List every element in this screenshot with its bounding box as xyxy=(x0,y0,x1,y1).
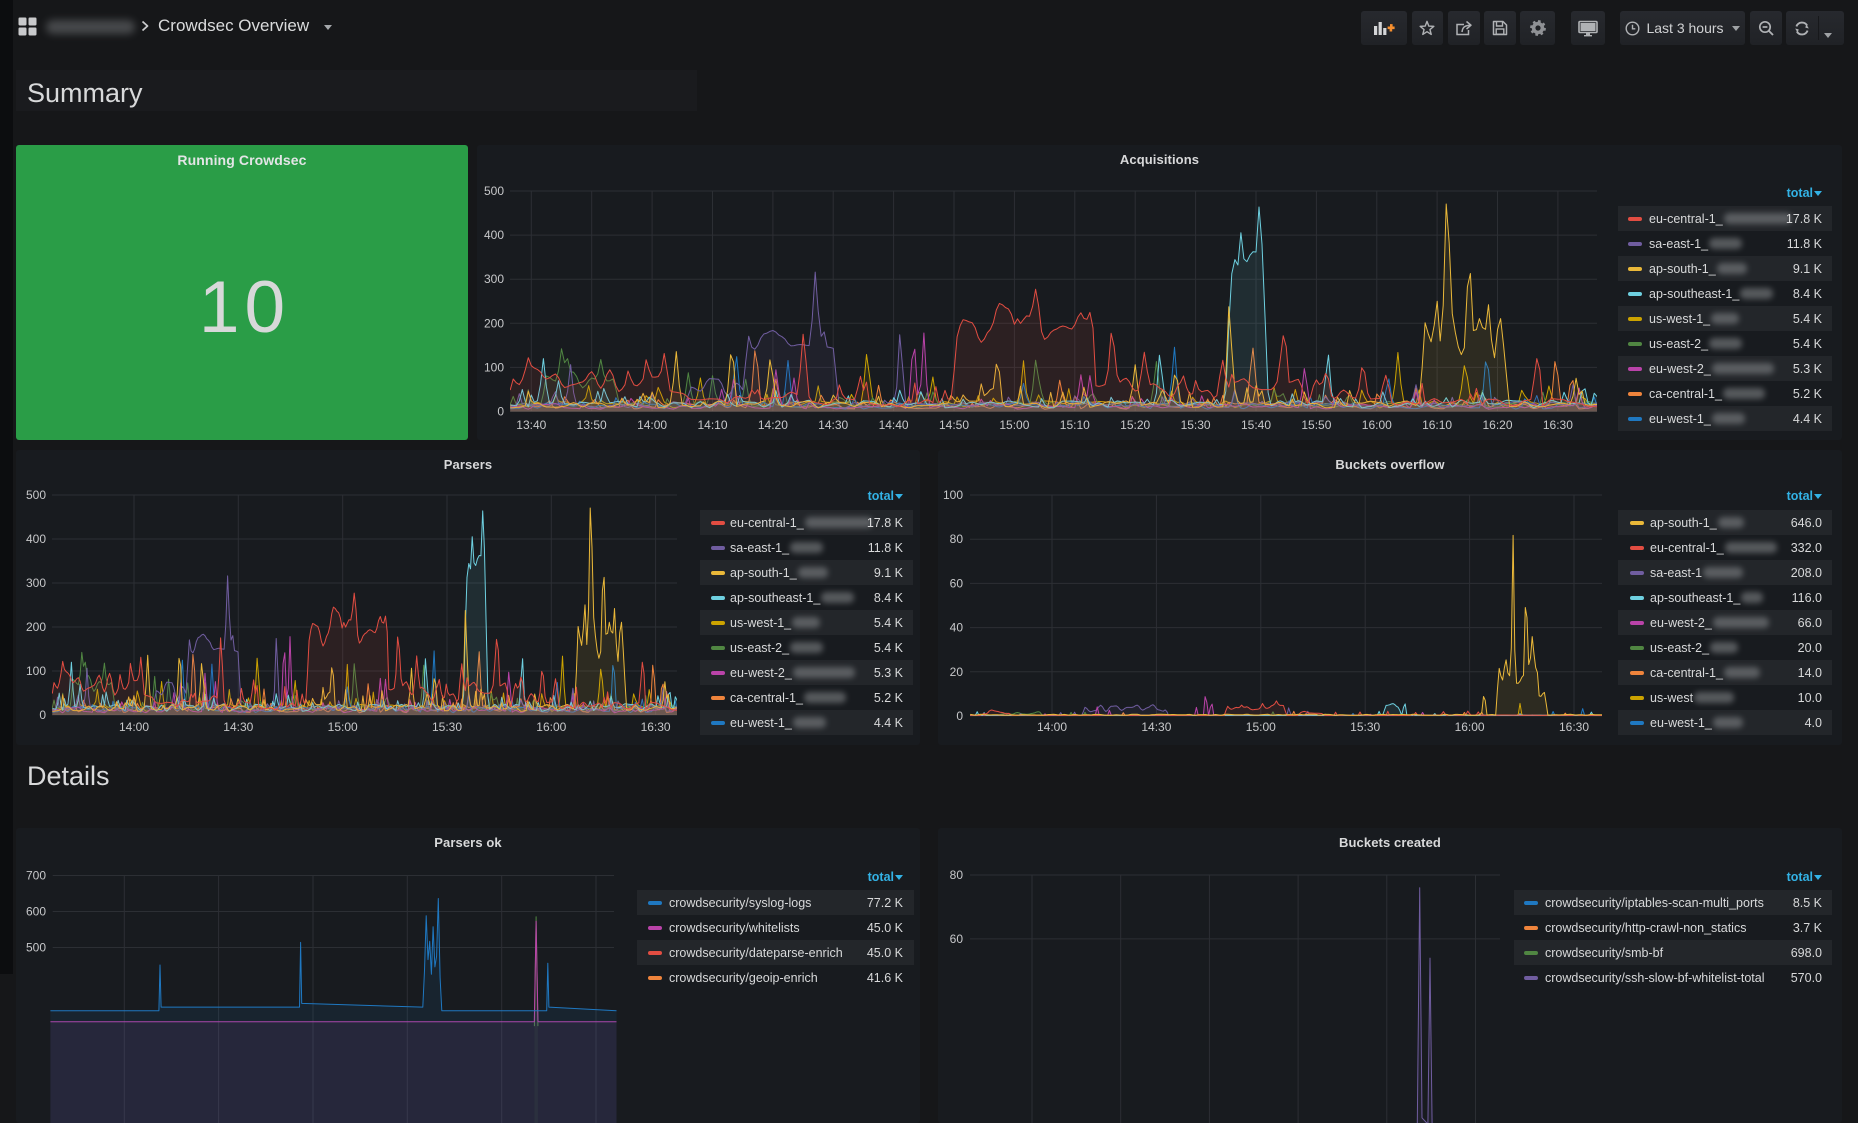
svg-text:15:00: 15:00 xyxy=(1246,720,1276,734)
svg-text:15:30: 15:30 xyxy=(1350,720,1380,734)
svg-text:14:00: 14:00 xyxy=(119,720,149,734)
svg-text:14:30: 14:30 xyxy=(223,720,253,734)
svg-text:0: 0 xyxy=(956,709,963,723)
svg-text:15:00: 15:00 xyxy=(328,720,358,734)
svg-text:500: 500 xyxy=(26,941,46,955)
svg-text:0: 0 xyxy=(39,708,46,722)
svg-text:400: 400 xyxy=(26,532,46,546)
svg-text:15:30: 15:30 xyxy=(432,720,462,734)
svg-text:300: 300 xyxy=(484,272,504,286)
svg-text:15:20: 15:20 xyxy=(1120,418,1150,432)
svg-text:400: 400 xyxy=(484,228,504,242)
svg-text:40: 40 xyxy=(950,621,964,635)
svg-text:700: 700 xyxy=(26,869,46,883)
svg-text:80: 80 xyxy=(950,868,964,882)
svg-text:500: 500 xyxy=(26,488,46,502)
svg-text:600: 600 xyxy=(26,905,46,919)
svg-text:200: 200 xyxy=(26,620,46,634)
svg-text:14:20: 14:20 xyxy=(758,418,788,432)
svg-text:0: 0 xyxy=(497,405,504,419)
svg-text:14:40: 14:40 xyxy=(879,418,909,432)
svg-text:60: 60 xyxy=(950,932,964,946)
svg-text:15:50: 15:50 xyxy=(1301,418,1331,432)
svg-text:14:00: 14:00 xyxy=(637,418,667,432)
svg-text:16:20: 16:20 xyxy=(1482,418,1512,432)
svg-text:14:50: 14:50 xyxy=(939,418,969,432)
svg-text:14:10: 14:10 xyxy=(697,418,727,432)
svg-text:15:10: 15:10 xyxy=(1060,418,1090,432)
svg-text:15:00: 15:00 xyxy=(999,418,1029,432)
svg-text:14:00: 14:00 xyxy=(1037,720,1067,734)
svg-text:15:30: 15:30 xyxy=(1181,418,1211,432)
svg-text:16:00: 16:00 xyxy=(1362,418,1392,432)
svg-text:16:10: 16:10 xyxy=(1422,418,1452,432)
svg-text:16:30: 16:30 xyxy=(641,720,671,734)
svg-text:16:00: 16:00 xyxy=(536,720,566,734)
svg-text:500: 500 xyxy=(484,184,504,198)
svg-text:16:00: 16:00 xyxy=(1455,720,1485,734)
svg-text:16:30: 16:30 xyxy=(1543,418,1573,432)
svg-text:16:30: 16:30 xyxy=(1559,720,1589,734)
svg-text:200: 200 xyxy=(484,316,504,330)
svg-text:14:30: 14:30 xyxy=(818,418,848,432)
svg-text:100: 100 xyxy=(943,488,963,502)
svg-text:60: 60 xyxy=(950,576,964,590)
svg-text:80: 80 xyxy=(950,532,964,546)
svg-text:13:40: 13:40 xyxy=(516,418,546,432)
svg-text:100: 100 xyxy=(26,664,46,678)
svg-text:13:50: 13:50 xyxy=(577,418,607,432)
svg-text:15:40: 15:40 xyxy=(1241,418,1271,432)
svg-text:14:30: 14:30 xyxy=(1141,720,1171,734)
svg-text:100: 100 xyxy=(484,360,504,374)
svg-text:300: 300 xyxy=(26,576,46,590)
svg-text:20: 20 xyxy=(950,665,964,679)
